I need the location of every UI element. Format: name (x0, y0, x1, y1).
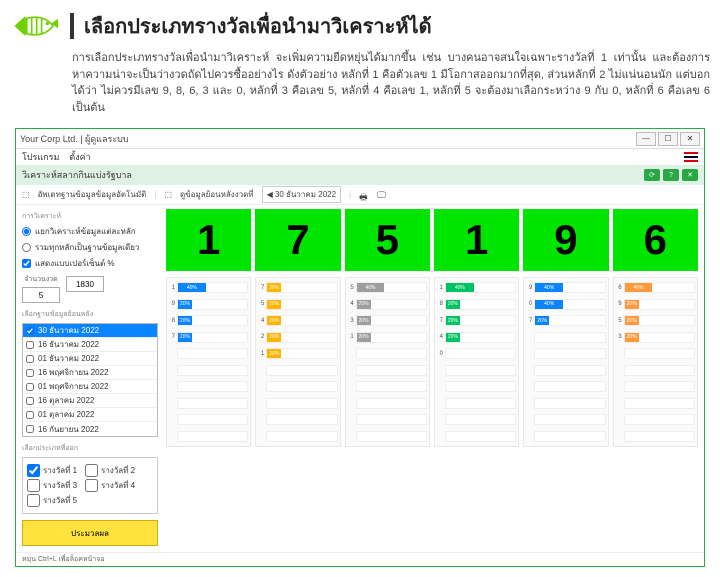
action-pill-2[interactable]: ? (663, 169, 679, 181)
prize-option[interactable]: รางวัลที่ 2 (85, 464, 135, 477)
prize-option[interactable]: รางวัลที่ 3 (27, 479, 77, 492)
date-row[interactable]: 01 ตุลาคม 2022 (23, 408, 157, 422)
process-button[interactable]: ประมวลผล (22, 520, 158, 546)
digit-tile: 1 (166, 209, 251, 271)
group-dates-title: เลือกฐานข้อมูลย้อนหลัง (22, 309, 158, 320)
radio-combined[interactable]: รวมทุกหลักเป็นฐานข้อมูลเดียว (22, 241, 158, 254)
prize-box: รางวัลที่ 1 รางวัลที่ 2 รางวัลที่ 3 รางวัลท… (22, 457, 158, 514)
prize-option[interactable]: รางวัลที่ 5 (27, 494, 77, 507)
chart-panel: 640%920%520%320% (613, 277, 698, 447)
sidebar: การวิเคราะห์ แยกวิเคราะห์ข้อมูลแต่ละหลัก… (16, 205, 164, 552)
window-title: Your Corp Ltd. | ผู้ดูแลระบบ (20, 132, 129, 146)
check-percent[interactable]: แสดงแบบเปอร์เซ็นต์ % (22, 257, 158, 270)
date-row[interactable]: 16 พฤศจิกายน 2022 (23, 366, 157, 380)
toolbar-date-picker[interactable]: ◀ 30 ธันวาคม 2022 (262, 186, 341, 203)
chart-panel: 720%520%420%220%120% (255, 277, 340, 447)
screen-icon[interactable]: 🖵 (377, 190, 387, 200)
divider (70, 13, 74, 39)
menubar: โปรแกรม ตั้งค่า (16, 149, 704, 165)
menu-settings[interactable]: ตั้งค่า (69, 150, 90, 164)
page-title: เลือกประเภทรางวัลเพื่อนำมาวิเคราะห์ได้ (84, 10, 432, 42)
chart-panel: 140%820%720%420%0 (434, 277, 519, 447)
subheader: วิเคราะห์สลากกินแบ่งรัฐบาล ⟳ ? ✕ (16, 165, 704, 185)
minimize-button[interactable]: — (636, 132, 656, 146)
flag-icon[interactable] (684, 152, 698, 162)
date-row[interactable]: 16 กันยายน 2022 (23, 422, 157, 436)
print-icon[interactable]: 🖶 (359, 190, 369, 200)
action-pill-3[interactable]: ✕ (682, 169, 698, 181)
digit-row: 175196 (166, 209, 698, 271)
content: 175196 140%920%820%720%720%520%420%220%1… (164, 205, 704, 552)
prize-option[interactable]: รางวัลที่ 4 (85, 479, 135, 492)
subheader-title: วิเคราะห์สลากกินแบ่งรัฐบาล (22, 168, 132, 182)
date-list[interactable]: 30 ธันวาคม 202216 ธันวาคม 202201 ธันวาคม… (22, 323, 158, 437)
digit-tile: 6 (613, 209, 698, 271)
app-window: Your Corp Ltd. | ผู้ดูแลระบบ — ☐ ✕ โปรแก… (15, 128, 705, 567)
digit-tile: 1 (434, 209, 519, 271)
close-button[interactable]: ✕ (680, 132, 700, 146)
chart-panel: 540%420%320%120% (345, 277, 430, 447)
fish-logo (10, 12, 60, 40)
input-count[interactable] (66, 276, 104, 292)
digit-tile: 5 (345, 209, 430, 271)
charts-row: 140%920%820%720%720%520%420%220%120%540%… (166, 277, 698, 447)
radio-separate[interactable]: แยกวิเคราะห์ข้อมูลแต่ละหลัก (22, 225, 158, 238)
chart-panel: 140%920%820%720% (166, 277, 251, 447)
action-pill-1[interactable]: ⟳ (644, 169, 660, 181)
group-prizes-title: เลือกประเภทที่ออก (22, 443, 158, 454)
toolbar: ⬚ อัพเดทฐานข้อมูลข้อมูลอัตโนมัติ | ⬚ ดูข… (16, 185, 704, 205)
chart-panel: 940%040%720% (523, 277, 608, 447)
description-paragraph: การเลือกประเภทรางวัลเพื่อนำมาวิเคราะห์ จ… (72, 50, 710, 116)
toolbar-update[interactable]: อัพเดทฐานข้อมูลข้อมูลอัตโนมัติ (38, 188, 147, 201)
date-row[interactable]: 01 พฤศจิกายน 2022 (23, 380, 157, 394)
prize-option[interactable]: รางวัลที่ 1 (27, 464, 77, 477)
digit-tile: 9 (523, 209, 608, 271)
date-row[interactable]: 16 ตุลาคม 2022 (23, 394, 157, 408)
date-row[interactable]: 16 ธันวาคม 2022 (23, 338, 157, 352)
statusbar: หมุน Ctrl+L เพื่อล็อคหน้าจอ (16, 552, 704, 566)
date-row[interactable]: 01 ธันวาคม 2022 (23, 352, 157, 366)
date-row[interactable]: 30 ธันวาคม 2022 (23, 324, 157, 338)
titlebar: Your Corp Ltd. | ผู้ดูแลระบบ — ☐ ✕ (16, 129, 704, 149)
toolbar-history[interactable]: ดูข้อมูลย้อนหลังงวดที่ (180, 188, 254, 201)
maximize-button[interactable]: ☐ (658, 132, 678, 146)
digit-tile: 7 (255, 209, 340, 271)
input-periods[interactable] (22, 287, 60, 303)
menu-program[interactable]: โปรแกรม (22, 150, 59, 164)
group-analysis-title: การวิเคราะห์ (22, 211, 158, 222)
